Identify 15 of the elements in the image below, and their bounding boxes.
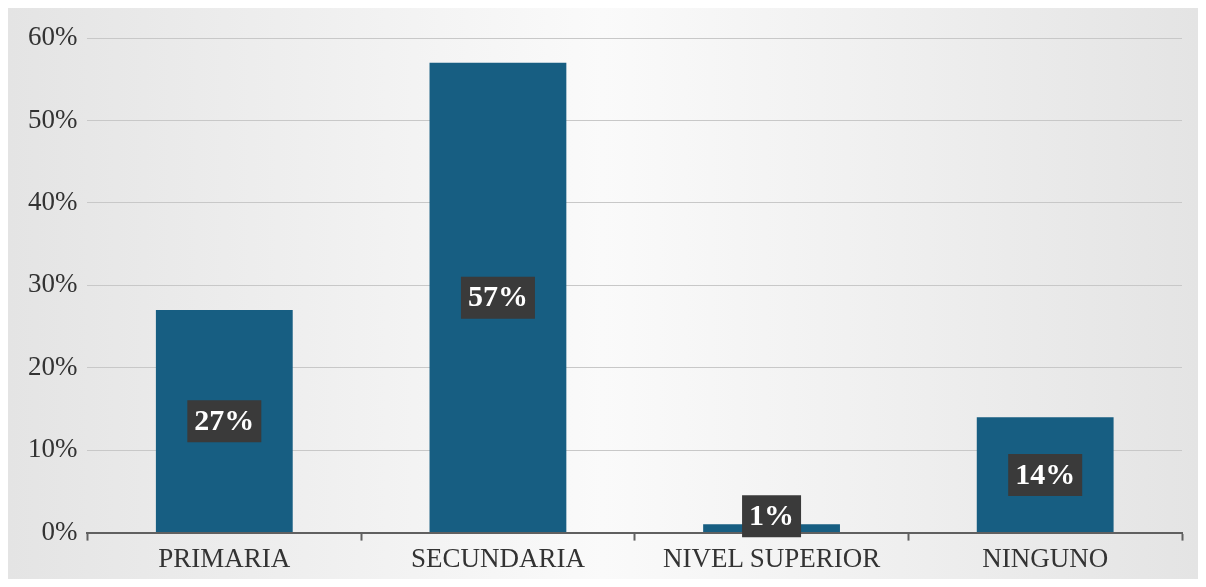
x-tick-label: PRIMARIA (158, 542, 291, 573)
data-label: 27% (194, 403, 255, 437)
x-tick-label: SECUNDARIA (410, 542, 586, 573)
data-label: 1% (749, 498, 795, 532)
x-tick-label: NINGUNO (982, 542, 1109, 573)
y-tick-label: 10% (27, 433, 78, 464)
y-tick-label: 40% (27, 185, 78, 216)
y-tick-label: 60% (27, 21, 78, 52)
y-tick-label: 20% (27, 350, 78, 381)
x-tick-label: NIVEL SUPERIOR (662, 542, 881, 573)
y-tick-label: 50% (27, 103, 78, 134)
y-tick-label: 0% (41, 515, 78, 546)
data-label: 57% (467, 279, 528, 313)
data-label: 14% (1015, 456, 1076, 490)
y-tick-label: 30% (27, 268, 78, 299)
